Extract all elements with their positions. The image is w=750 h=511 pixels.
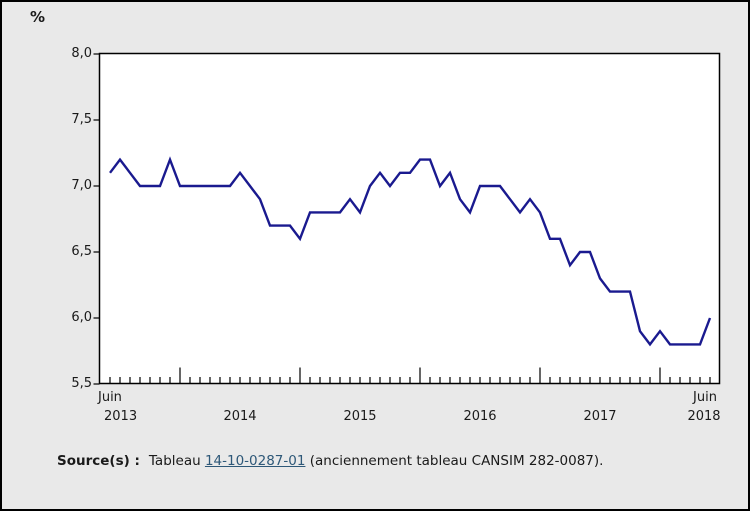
x-end-label-year: 2018 — [687, 409, 721, 424]
y-tick-label: 5,5 — [71, 376, 92, 391]
source-link[interactable]: 14-10-0287-01 — [204, 453, 306, 469]
x-end-label-month: Juin — [693, 390, 717, 405]
source-label: Source(s) : — [57, 453, 140, 469]
source-text: Tableau 14-10-0287-01 (anciennement tabl… — [149, 450, 611, 472]
plot-area — [98, 52, 721, 385]
source-post: (anciennement tableau CANSIM 282-0087). — [305, 453, 604, 469]
y-tick-label: 6,5 — [71, 244, 92, 259]
y-axis-title: % — [30, 8, 46, 26]
y-tick-label: 8,0 — [71, 46, 92, 61]
x-year-label: 2015 — [343, 409, 377, 424]
x-start-label-year: 2013 — [104, 409, 138, 424]
x-year-label: 2017 — [583, 409, 617, 424]
x-year-label: 2014 — [223, 409, 257, 424]
x-year-label: 2016 — [463, 409, 497, 424]
source-pre: Tableau — [148, 453, 205, 469]
source-row: Source(s) : Tableau 14-10-0287-01 (ancie… — [57, 450, 611, 472]
y-tick-label: 7,5 — [71, 112, 92, 127]
y-tick-label: 6,0 — [71, 310, 92, 325]
y-tick-label: 7,0 — [71, 178, 92, 193]
x-start-label-month: Juin — [98, 390, 122, 405]
x-ticks — [109, 367, 711, 384]
rate-line — [109, 156, 712, 347]
y-ticks — [93, 53, 100, 385]
